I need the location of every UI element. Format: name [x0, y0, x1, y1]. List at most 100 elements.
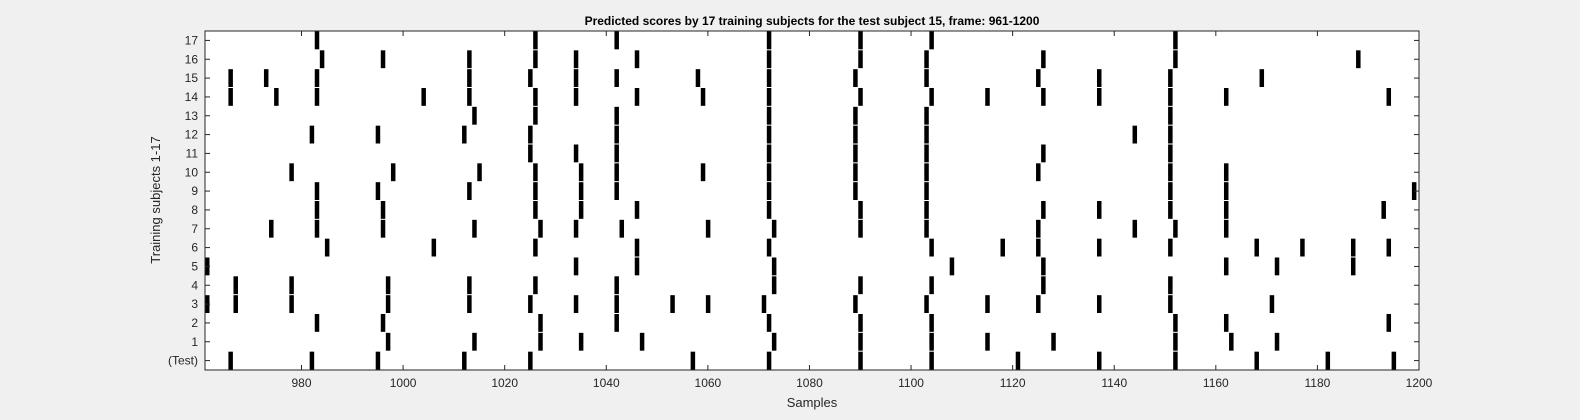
event-mark [634, 201, 640, 219]
event-mark [578, 332, 584, 351]
event-mark [766, 351, 772, 370]
event-mark [929, 31, 934, 50]
event-mark [533, 238, 538, 257]
event-mark [263, 69, 269, 87]
event-mark [228, 351, 233, 370]
event-mark [853, 295, 858, 313]
event-mark [695, 69, 701, 87]
event-mark [766, 314, 772, 332]
event-mark [380, 50, 386, 69]
event-mark [573, 257, 579, 276]
event-mark [1036, 163, 1041, 182]
y-tick-label: 12 [185, 128, 199, 142]
event-mark [573, 295, 579, 313]
event-mark [1132, 219, 1138, 238]
event-mark [766, 144, 772, 163]
event-mark [1173, 332, 1178, 351]
event-mark [385, 332, 391, 351]
event-mark [1168, 125, 1173, 144]
y-tick-label: 6 [191, 241, 198, 255]
event-mark [924, 106, 929, 125]
y-tick-label: 2 [191, 316, 198, 330]
event-mark [924, 50, 929, 69]
event-mark [985, 295, 990, 313]
y-tick-label: 13 [185, 109, 199, 123]
event-mark [380, 201, 386, 219]
x-tick-label: 1000 [390, 376, 417, 390]
event-mark [1254, 238, 1259, 257]
event-mark [462, 351, 467, 370]
x-tick-label: 980 [291, 376, 311, 390]
event-mark [1168, 163, 1173, 182]
event-mark [1041, 276, 1046, 295]
event-mark [467, 295, 472, 313]
event-mark [1325, 351, 1331, 370]
event-mark [614, 106, 619, 125]
event-mark [1132, 125, 1138, 144]
event-mark [228, 88, 233, 106]
x-axis: 980 1000 1020 1040 1060 1080 1100 1120 1140 1160 1… [291, 31, 1433, 390]
event-mark [771, 332, 777, 351]
event-mark [924, 219, 929, 238]
event-mark [614, 314, 619, 332]
event-mark [858, 88, 863, 106]
event-mark [1386, 88, 1392, 106]
event-mark [1223, 182, 1229, 200]
event-mark [858, 351, 863, 370]
event-mark [1173, 50, 1178, 69]
event-mark [634, 238, 640, 257]
event-mark [929, 238, 934, 257]
event-mark [853, 125, 858, 144]
event-mark [700, 88, 706, 106]
event-mark [1096, 201, 1102, 219]
event-mark [314, 182, 320, 200]
event-mark [314, 31, 320, 50]
event-mark [1274, 332, 1280, 351]
event-mark [614, 295, 619, 313]
event-mark [1254, 351, 1259, 370]
event-mark [528, 351, 533, 370]
event-mark [538, 219, 543, 238]
y-tick-label: 4 [191, 278, 198, 292]
event-mark [314, 219, 320, 238]
event-mark [766, 88, 772, 106]
event-mark [614, 69, 619, 87]
event-mark [1350, 238, 1356, 257]
event-mark [634, 257, 640, 276]
event-mark [533, 50, 538, 69]
event-mark [858, 276, 863, 295]
event-mark [614, 163, 619, 182]
plot-area [205, 31, 1419, 370]
x-tick-label: 1120 [1000, 376, 1026, 390]
event-mark [228, 69, 233, 87]
event-mark [314, 201, 320, 219]
event-mark [385, 276, 391, 295]
event-mark [1036, 69, 1041, 87]
event-mark [314, 88, 320, 106]
event-mark [766, 238, 772, 257]
event-mark [614, 144, 619, 163]
event-mark [462, 125, 467, 144]
event-mark [578, 182, 584, 200]
event-mark [1168, 238, 1173, 257]
x-tick-label: 1080 [796, 376, 823, 390]
event-mark [1223, 201, 1229, 219]
x-tick-label: 1100 [898, 376, 924, 390]
event-mark [858, 332, 863, 351]
event-mark [1096, 88, 1102, 106]
event-mark [528, 69, 533, 87]
event-mark [1096, 69, 1102, 87]
x-tick-label: 1140 [1101, 376, 1127, 390]
event-mark [477, 163, 482, 182]
event-mark [924, 125, 929, 144]
chart-title: Predicted scores by 17 training subjects… [585, 14, 1040, 28]
event-mark [533, 276, 538, 295]
event-mark [1051, 332, 1056, 351]
event-mark [766, 31, 772, 50]
event-mark [766, 182, 772, 200]
event-mark [319, 50, 325, 69]
event-mark [533, 182, 538, 200]
event-mark [1173, 219, 1178, 238]
event-mark [924, 144, 929, 163]
event-mark [573, 50, 579, 69]
